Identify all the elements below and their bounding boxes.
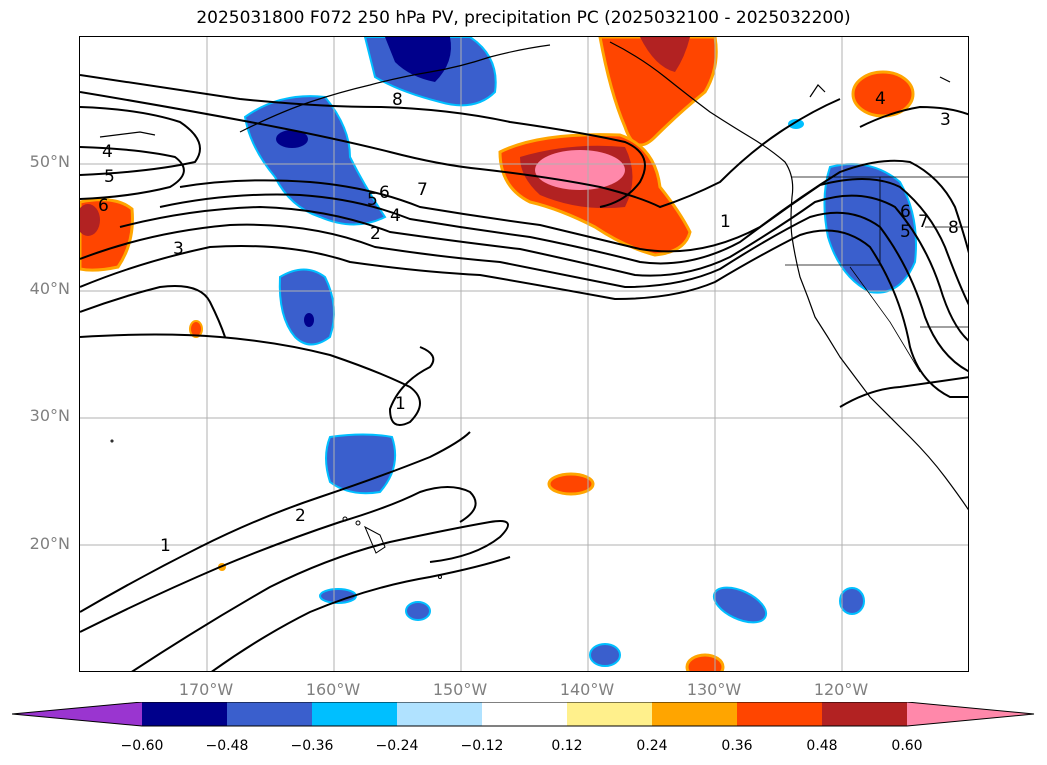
colorbar-tick: 0.24 xyxy=(636,738,668,754)
lat-label-40n: 40°N xyxy=(29,279,70,298)
contour-labels: 8 7 6 5 4 3 2 1 4 5 6 3 6 5 4 2 1 1 2 1 … xyxy=(98,89,959,556)
colorbar-tick: 0.60 xyxy=(891,738,923,754)
precip-negative-shading xyxy=(243,37,917,667)
lat-label-50n: 50°N xyxy=(29,152,70,171)
contour-label: 5 xyxy=(900,222,911,242)
contour-label: 4 xyxy=(102,142,113,162)
lon-label-150w: 150°W xyxy=(432,680,488,699)
map-panel: 8 7 6 5 4 3 2 1 4 5 6 3 6 5 4 2 1 1 2 1 … xyxy=(79,36,969,672)
contour-label: 3 xyxy=(940,110,951,130)
contour-label: 6 xyxy=(98,196,109,216)
figure-title: 2025031800 F072 250 hPa PV, precipitatio… xyxy=(196,8,851,28)
contour-label: 6 xyxy=(379,183,390,203)
contour-label: 5 xyxy=(104,167,115,187)
colorbar-tick: 0.12 xyxy=(551,738,583,754)
colorbar-segment xyxy=(397,702,482,726)
colorbar-segment xyxy=(737,702,822,726)
contour-label: 2 xyxy=(295,506,306,526)
colorbar-extend-right xyxy=(907,702,1034,726)
colorbar-tick: −0.48 xyxy=(205,738,249,754)
contour-label: 2 xyxy=(370,224,381,244)
colorbar-tick: 0.48 xyxy=(806,738,838,754)
colorbar-tick: −0.60 xyxy=(120,738,164,754)
contour-label: 1 xyxy=(395,394,406,414)
map-canvas: 8 7 6 5 4 3 2 1 4 5 6 3 6 5 4 2 1 1 2 1 … xyxy=(80,37,968,671)
contour-label: 1 xyxy=(160,536,171,556)
coastlines xyxy=(99,41,968,511)
lon-label-170w: 170°W xyxy=(178,680,234,699)
lon-label-140w: 140°W xyxy=(559,680,615,699)
gridlines xyxy=(80,37,968,671)
colorbar-segment xyxy=(227,702,312,726)
lat-label-20n: 20°N xyxy=(29,534,70,553)
colorbar-segment xyxy=(567,702,652,726)
contour-label: 3 xyxy=(173,239,184,259)
contour-label: 1 xyxy=(720,212,731,232)
colorbar-segment xyxy=(822,702,907,726)
contour-label: 7 xyxy=(918,212,929,232)
contour-label: 8 xyxy=(948,218,959,238)
precip-positive-shading xyxy=(80,37,915,671)
colorbar-tick: −0.12 xyxy=(460,738,504,754)
colorbar-segment xyxy=(482,702,567,726)
colorbar-tick: 0.36 xyxy=(721,738,753,754)
colorbar-segment xyxy=(142,702,227,726)
colorbar-tick: −0.24 xyxy=(375,738,419,754)
contour-label: 6 xyxy=(900,202,911,222)
contour-label: 4 xyxy=(875,89,886,109)
colorbar-extend-left xyxy=(12,702,142,726)
colorbar xyxy=(12,702,1035,727)
contour-label: 4 xyxy=(390,206,401,226)
lat-label-30n: 30°N xyxy=(29,406,70,425)
lon-label-160w: 160°W xyxy=(305,680,361,699)
colorbar-segment xyxy=(312,702,397,726)
contour-label: 5 xyxy=(367,190,378,210)
contour-label: 8 xyxy=(392,90,403,110)
lon-label-120w: 120°W xyxy=(813,680,869,699)
contour-label: 7 xyxy=(417,180,428,200)
colorbar-tick: −0.36 xyxy=(290,738,334,754)
lon-label-130w: 130°W xyxy=(686,680,742,699)
pv-contours xyxy=(80,74,968,671)
colorbar-segment xyxy=(652,702,737,726)
